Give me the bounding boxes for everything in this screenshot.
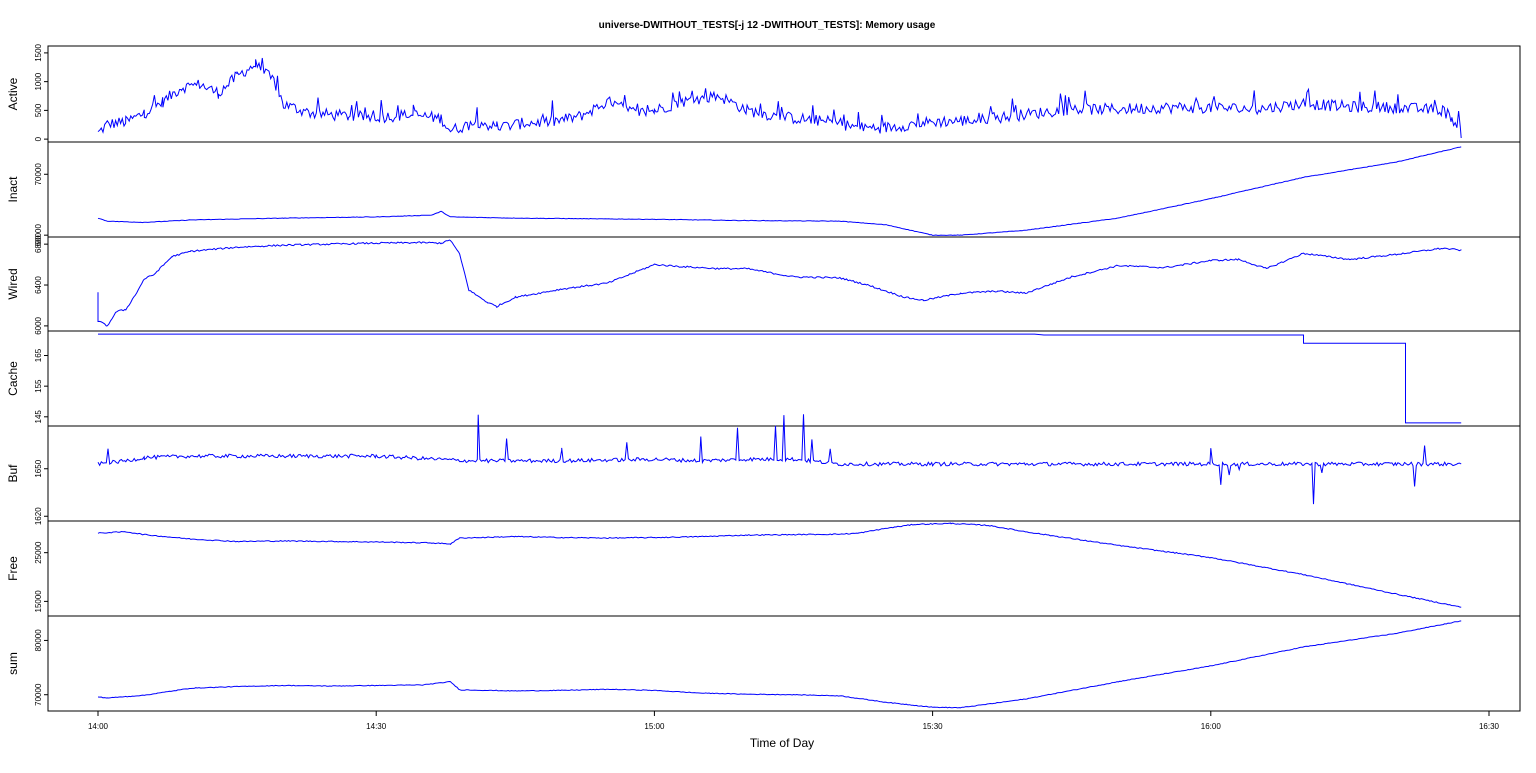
y-tick-label: 60000 — [34, 224, 43, 247]
y-tick-label: 1000 — [34, 72, 43, 90]
panel-frame — [47, 45, 1521, 143]
y-tick-label: 155 — [34, 379, 43, 393]
y-tick-label: 15000 — [34, 590, 43, 613]
series-line-active — [97, 57, 1462, 139]
panel-inact: 60000 70000 Inact — [6, 141, 1521, 247]
panel-frame — [47, 615, 1521, 712]
panel-frame — [47, 330, 1521, 427]
panel-frame — [47, 520, 1521, 617]
y-axis-label: Inact — [6, 176, 20, 203]
y-tick-label: 500 — [34, 103, 43, 117]
x-tick-label: 14:30 — [366, 722, 387, 731]
panel-free: 15000 25000 Free — [6, 520, 1521, 617]
panel-buf: 1620 1650 Buf — [6, 414, 1521, 525]
y-tick-label: 6000 — [34, 316, 43, 334]
y-tick-label: 1650 — [34, 459, 43, 477]
x-tick-label: 16:30 — [1479, 722, 1500, 731]
panel-sum: 70000 80000 sum — [6, 615, 1521, 712]
panel-cache: 145 155 165 Cache — [6, 330, 1521, 427]
series-line-buf — [97, 414, 1462, 505]
series-line-cache — [98, 333, 1462, 424]
x-tick-label: 15:30 — [923, 722, 944, 731]
y-tick-label: 70000 — [34, 683, 43, 706]
y-tick-label: 0 — [34, 136, 43, 141]
panel-frame — [47, 236, 1521, 332]
panel-frame — [47, 425, 1521, 522]
y-tick-label: 6800 — [34, 235, 43, 253]
y-axis-label: sum — [6, 652, 20, 675]
x-tick-label: 15:00 — [644, 722, 665, 731]
y-tick-label: 1500 — [34, 43, 43, 61]
y-axis-label: Buf — [6, 464, 20, 483]
series-line-sum — [97, 620, 1462, 709]
panel-frame — [47, 141, 1521, 238]
panels-layer: 0 500 1000 1500 Active 60000 70000 Inact 6000 640… — [6, 43, 1521, 712]
y-axis-label: Cache — [6, 361, 20, 396]
y-axis-label: Free — [6, 556, 20, 581]
panel-active: 0 500 1000 1500 Active — [6, 43, 1521, 143]
y-tick-label: 145 — [34, 410, 43, 424]
x-tick-label: 16:00 — [1201, 722, 1222, 731]
y-tick-label: 80000 — [34, 629, 43, 652]
y-tick-label: 6400 — [34, 276, 43, 294]
y-axis-label: Wired — [6, 268, 20, 299]
series-line-free — [97, 522, 1462, 608]
x-axis: 14:00 14:30 15:00 15:30 16:00 16:30 — [88, 710, 1500, 731]
y-tick-label: 25000 — [34, 541, 43, 564]
x-tick-label: 14:00 — [88, 722, 109, 731]
y-tick-label: 165 — [34, 348, 43, 362]
series-line-inact — [97, 146, 1462, 236]
y-tick-label: 1620 — [34, 507, 43, 525]
panel-wired: 6000 6400 6800 Wired — [6, 235, 1521, 335]
y-tick-label: 70000 — [34, 163, 43, 186]
chart-title: universe-DWITHOUT_TESTS[-j 12 -DWITHOUT_… — [599, 20, 936, 31]
x-axis-label: Time of Day — [750, 736, 814, 750]
series-line-wired — [97, 239, 1462, 327]
y-axis-label: Active — [6, 77, 20, 110]
